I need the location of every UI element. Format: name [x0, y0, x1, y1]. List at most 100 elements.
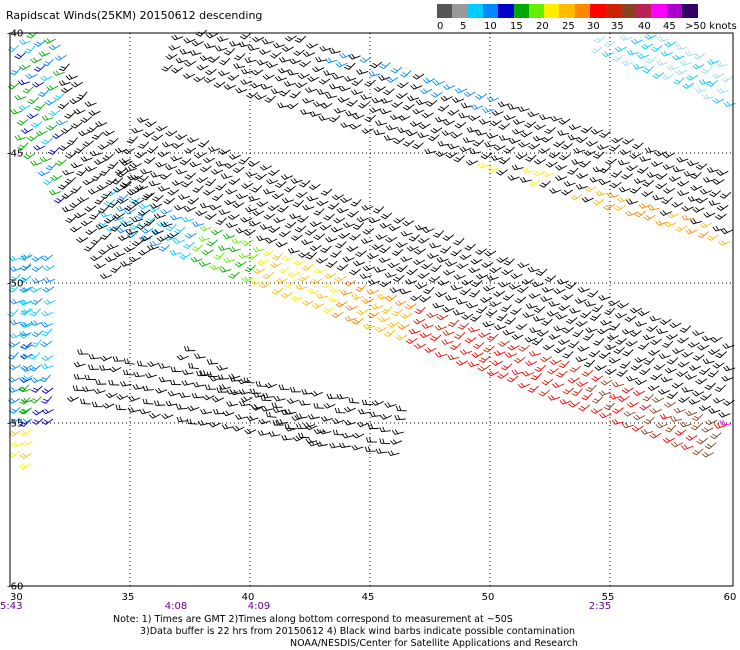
wind-barb: [289, 58, 302, 65]
wind-barb: [425, 99, 438, 107]
wind-barb: [369, 411, 382, 417]
wind-barb: [372, 206, 385, 214]
wind-barb: [359, 273, 372, 280]
wind-barb: [213, 408, 225, 415]
wind-barb: [336, 393, 349, 400]
wind-barb: [585, 384, 597, 393]
wind-barb: [434, 291, 448, 298]
wind-barb: [666, 391, 679, 399]
wind-barb: [502, 293, 515, 301]
wind-barb: [450, 132, 463, 139]
wind-barb: [692, 63, 705, 70]
wind-barb: [197, 140, 210, 148]
wind-barb: [77, 196, 90, 203]
wind-barb: [188, 362, 199, 370]
wind-barb: [208, 421, 221, 428]
wind-barb: [378, 75, 391, 81]
wind-barb: [675, 69, 688, 76]
wind-barb: [465, 159, 479, 166]
wind-barb: [102, 402, 115, 409]
wind-barb: [413, 343, 427, 350]
wind-barb: [197, 420, 210, 426]
wind-barb: [672, 54, 685, 61]
wind-barb: [69, 202, 82, 209]
wind-barb: [459, 288, 472, 296]
wind-barb: [191, 40, 204, 47]
wind-barb: [391, 248, 404, 256]
wind-barb: [249, 388, 262, 394]
wind-barb: [702, 93, 715, 100]
wind-barb: [480, 152, 493, 160]
wind-barb: [184, 147, 197, 154]
wind-barb: [486, 166, 500, 172]
wind-barb: [668, 176, 681, 182]
wind-barb: [319, 45, 332, 52]
wind-barb: [69, 98, 82, 105]
wind-barb: [170, 155, 183, 162]
wind-barb: [621, 60, 634, 66]
wind-barb: [304, 229, 317, 236]
wind-barb: [611, 419, 624, 425]
wind-barb: [664, 401, 676, 408]
wind-barb: [227, 74, 240, 81]
wind-barb: [252, 210, 265, 217]
wind-barb: [665, 424, 677, 433]
wind-barb: [40, 75, 53, 82]
wind-barb: [43, 277, 56, 283]
wind-barb: [664, 367, 677, 374]
wind-barb: [644, 147, 657, 153]
wind-barb: [274, 181, 287, 189]
wind-barb: [621, 387, 634, 394]
wind-barb: [119, 380, 132, 387]
wind-barb: [186, 418, 198, 425]
wind-barb: [89, 211, 101, 220]
wind-barb: [600, 319, 613, 326]
wind-barb: [561, 143, 573, 150]
wind-barb: [143, 157, 156, 164]
wind-barb: [170, 214, 183, 221]
wind-barb: [447, 354, 460, 361]
wind-barb: [712, 73, 725, 80]
wind-barb: [441, 339, 454, 345]
wind-barb: [335, 61, 348, 68]
wind-barb: [503, 114, 516, 121]
wind-barb: [459, 146, 472, 153]
legend-swatch: [651, 4, 668, 18]
wind-barb: [655, 173, 668, 180]
wind-barb: [284, 185, 296, 193]
wind-barb: [571, 388, 583, 397]
legend-label: 10: [484, 21, 497, 32]
wind-barb: [41, 328, 53, 337]
wind-barb: [413, 318, 426, 325]
wind-barb: [230, 389, 243, 396]
wind-barb: [151, 229, 164, 235]
wind-barb: [169, 379, 182, 386]
wind-barb: [505, 352, 518, 359]
wind-barb: [516, 286, 529, 294]
wind-barb: [629, 153, 642, 159]
wind-barb: [20, 343, 33, 350]
legend-swatch: [635, 4, 652, 18]
wind-barb: [313, 233, 326, 241]
wind-barb: [683, 170, 696, 177]
wind-barb: [424, 148, 437, 155]
wind-barb: [41, 137, 53, 145]
wind-barb: [594, 365, 607, 371]
wind-barb: [74, 212, 87, 219]
wind-barb: [204, 384, 217, 390]
wind-barb: [480, 297, 493, 303]
wind-barb: [341, 432, 354, 439]
wind-barb: [259, 164, 273, 171]
wind-barb: [58, 80, 71, 86]
wind-barb: [232, 202, 245, 209]
wind-barb: [243, 229, 256, 236]
wind-barb: [482, 321, 495, 328]
wind-barb: [375, 120, 388, 126]
wind-barb: [320, 416, 333, 422]
wind-barb: [219, 384, 231, 390]
wind-barb: [600, 379, 613, 386]
wind-barb: [238, 157, 250, 165]
wind-barb: [679, 421, 692, 428]
wind-barb: [17, 79, 30, 86]
wind-barb: [80, 156, 93, 162]
